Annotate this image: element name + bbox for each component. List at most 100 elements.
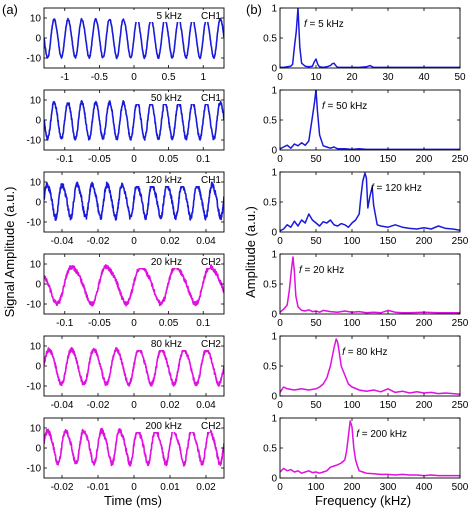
frequency-label: 50 kHz: [151, 93, 182, 104]
x-tick-label: 50: [310, 400, 322, 411]
x-tick-label: -0.04: [51, 236, 74, 247]
x-tick-label: 30: [382, 72, 394, 83]
peak-frequency-annotation: f = 200 kHz: [356, 429, 407, 440]
x-tick-label: 0.04: [196, 236, 216, 247]
y-tick-label: 10: [30, 342, 42, 353]
axes-frame: [279, 253, 461, 315]
x-tick-label: 100: [344, 318, 361, 329]
x-tick-label: 400: [416, 482, 433, 493]
x-tick-label: 100: [344, 236, 361, 247]
label-background: [126, 174, 210, 186]
series-line-ch2: [44, 263, 224, 307]
y-tick-label: 0: [271, 228, 277, 239]
right-x-axis-label: Frequency (kHz): [315, 493, 411, 508]
y-tick-label: 0: [35, 362, 41, 373]
y-tick-label: 0: [35, 198, 41, 209]
series-line-ch1: [280, 172, 460, 232]
chart-panel-a3: -0.04 -0.02 0 0.02 0.04 -10 0 10 120 kHz CH1: [27, 171, 225, 247]
x-tick-label: 500: [452, 482, 469, 493]
chart-panel-b2: 0 50 100 150 200 250 0 0.5 1 f = 50 kHz: [263, 86, 469, 166]
x-tick-label: 0: [131, 400, 137, 411]
y-tick-label: 0: [35, 116, 41, 127]
chart-panel-a4: -0.1 -0.05 0 0.05 0.1 -10 0 10 20 kHz CH2: [27, 253, 225, 329]
x-tick-label: 20: [346, 72, 358, 83]
x-tick-label: -1: [60, 72, 69, 83]
frequency-label: 5 kHz: [156, 11, 182, 22]
y-tick-label: 10: [30, 178, 42, 189]
x-tick-label: 200: [416, 154, 433, 165]
y-tick-label: 0.5: [263, 198, 277, 209]
x-tick-label: -0.5: [91, 72, 109, 83]
chart-panel-a2: -0.1 -0.05 0 0.05 0.1 -10 0 10 50 kHz CH1: [27, 89, 225, 165]
x-tick-label: -0.01: [87, 482, 110, 493]
axes-frame: [279, 89, 461, 151]
chart-panel-b3: 0 50 100 150 200 250 0 0.5 1 f = 120 kHz: [263, 168, 469, 248]
x-tick-label: 150: [380, 318, 397, 329]
x-tick-label: 0.1: [196, 154, 210, 165]
channel-label: CH2: [201, 257, 221, 268]
x-tick-label: 0.04: [196, 400, 216, 411]
x-tick-label: 200: [344, 482, 361, 493]
channel-label: CH2: [201, 421, 221, 432]
chart-panel-a6: -0.02 -0.01 0 0.01 0.02 -10 0 10 200 kHz CH2: [27, 417, 225, 493]
y-tick-label: 0: [271, 392, 277, 403]
x-tick-label: -0.02: [87, 400, 110, 411]
chart-panel-a1: -1 -0.5 0 0.5 1 -10 0 10 5 kHz CH1: [27, 7, 225, 83]
left-x-axis-label: Time (ms): [104, 493, 162, 508]
peak-frequency-annotation: f = 20 kHz: [299, 265, 344, 276]
y-tick-label: 0.5: [263, 34, 277, 45]
x-tick-label: 0.1: [196, 318, 210, 329]
y-tick-label: -10: [27, 136, 42, 147]
x-tick-label: 100: [308, 482, 325, 493]
series-line-ch1: [44, 17, 224, 60]
y-tick-label: 1: [271, 332, 277, 343]
y-tick-label: -10: [27, 382, 42, 393]
frequency-label: 200 kHz: [145, 421, 182, 432]
x-tick-label: -0.1: [56, 154, 74, 165]
peak-frequency-annotation: f = 50 kHz: [322, 101, 367, 112]
x-tick-label: 0: [277, 400, 283, 411]
y-tick-label: -10: [27, 54, 42, 65]
y-tick-label: 0: [271, 474, 277, 485]
x-tick-label: 250: [452, 318, 469, 329]
channel-label: CH1: [201, 93, 221, 104]
label-background: [126, 10, 210, 22]
channel-label: CH1: [201, 175, 221, 186]
x-tick-label: 0: [131, 482, 137, 493]
x-tick-label: -0.1: [56, 318, 74, 329]
y-tick-label: -10: [27, 300, 42, 311]
series-line-ch2: [280, 420, 460, 477]
series-line-ch2: [280, 338, 460, 395]
x-tick-label: 0: [131, 318, 137, 329]
chart-panel-a5: -0.04 -0.02 0 0.02 0.04 -10 0 10 80 kHz CH2: [27, 335, 225, 411]
x-tick-label: 200: [416, 236, 433, 247]
series-line-ch1: [44, 181, 224, 221]
y-tick-label: 0: [35, 444, 41, 455]
chart-panel-b1: 0 10 20 30 40 50 0 0.5 1 f = 5 kHz: [263, 4, 466, 84]
right-y-axis-label: Amplitude (a.u.): [243, 206, 258, 298]
axes-frame: [279, 171, 461, 233]
x-tick-label: 50: [310, 318, 322, 329]
x-tick-label: 0.02: [160, 400, 180, 411]
x-tick-label: 0: [131, 236, 137, 247]
y-tick-label: 1: [271, 414, 277, 425]
chart-panel-b4: 0 50 100 150 200 250 0 0.5 1 f = 20 kHz: [263, 250, 469, 330]
x-tick-label: 0.02: [196, 482, 216, 493]
series-line-ch1: [280, 8, 460, 68]
x-tick-label: -0.04: [51, 400, 74, 411]
x-tick-label: 250: [452, 236, 469, 247]
x-tick-label: 50: [454, 72, 466, 83]
y-tick-label: 1: [271, 4, 277, 15]
axes-frame: [279, 417, 461, 479]
x-tick-label: 300: [380, 482, 397, 493]
y-tick-label: 10: [30, 96, 42, 107]
x-tick-label: 0.05: [159, 154, 179, 165]
x-tick-label: 40: [418, 72, 430, 83]
x-tick-label: -0.02: [51, 482, 74, 493]
x-tick-label: -0.05: [88, 318, 111, 329]
channel-label: CH1: [201, 11, 221, 22]
y-tick-label: 1: [271, 168, 277, 179]
x-tick-label: -0.02: [87, 236, 110, 247]
x-tick-label: 200: [416, 400, 433, 411]
